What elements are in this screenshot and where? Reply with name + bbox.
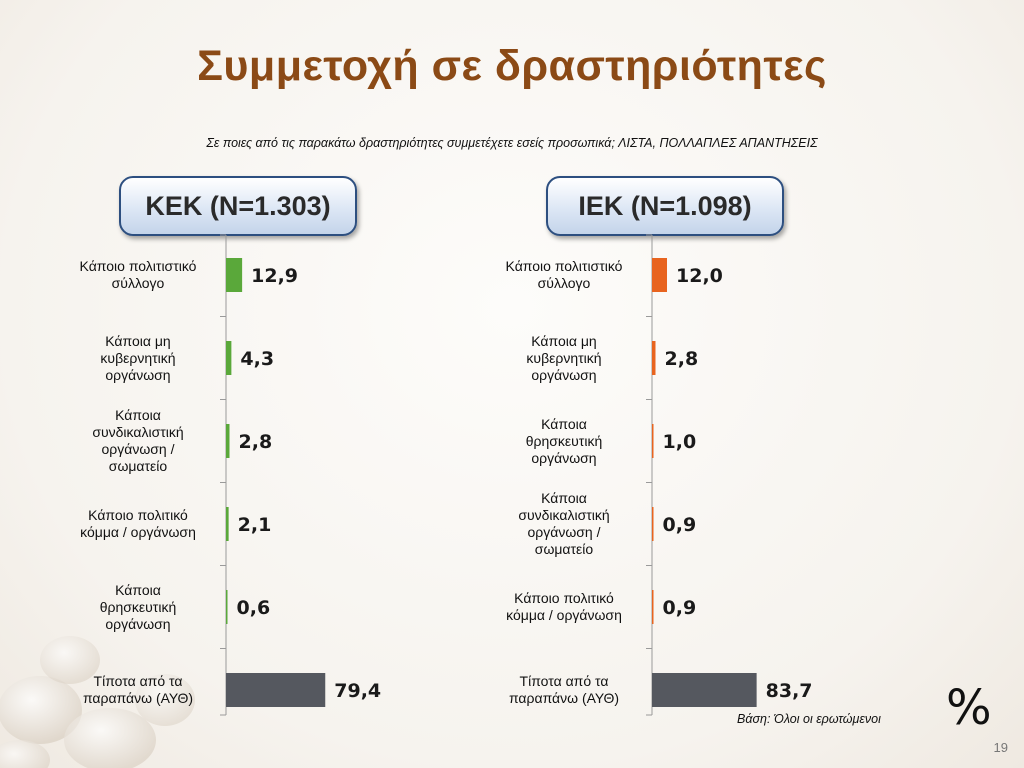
- bar: [652, 507, 654, 541]
- bar: [226, 424, 230, 458]
- category-label-line: οργάνωση: [105, 366, 171, 383]
- category-label-line: Κάποια μη: [105, 332, 171, 349]
- data-label: 2,8: [239, 431, 273, 453]
- category-label-line: θρησκευτική: [525, 432, 603, 449]
- category-label-line: Κάποια: [541, 490, 587, 506]
- category-label-line: Κάποιο πολιτικό: [514, 590, 614, 606]
- category-label-line: σύλλογο: [537, 275, 591, 291]
- bar: [226, 507, 229, 541]
- bar: [652, 341, 656, 375]
- category-label-line: Κάποιο πολιτιστικό: [505, 258, 623, 274]
- group-label-iek: ΙΕΚ (N=1.098): [578, 190, 752, 221]
- data-label: 4,3: [240, 348, 274, 370]
- group-box-kek: ΚΕΚ (N=1.303): [119, 176, 357, 236]
- category-label-line: σωματείο: [108, 458, 168, 474]
- bar: [652, 673, 757, 707]
- category-label-line: Κάποια μη: [531, 332, 597, 349]
- category-label-line: Κάποιο πολιτικό: [88, 507, 188, 523]
- decorative-pebbles: [0, 636, 195, 768]
- category-label-line: οργάνωση /: [527, 524, 601, 540]
- data-label: 0,9: [663, 597, 697, 619]
- category-label-line: κόμμα / οργάνωση: [80, 524, 196, 540]
- category-label: Κάποιο πολιτιστικό σύλλογο: [484, 258, 644, 292]
- bar: [652, 258, 667, 292]
- category-label: Κάποιο πολιτικό κόμμα / οργάνωση: [58, 507, 218, 541]
- chart-iek: 12,0 2,8 1,0 0,9 0,9 83,7: [646, 234, 813, 716]
- category-label: Κάποιο πολιτιστικό σύλλογο: [58, 258, 218, 292]
- category-label-line: οργάνωση /: [101, 441, 175, 457]
- group-box-iek: ΙΕΚ (N=1.098): [546, 176, 784, 236]
- category-label: Τίποτα από τα παραπάνω (ΑΥΘ): [484, 673, 644, 707]
- category-label-line: οργάνωση: [531, 449, 597, 466]
- category-label: Κάποια συνδικαλιστική οργάνωση / σωματείο: [58, 407, 218, 475]
- group-label-kek: ΚΕΚ (N=1.303): [145, 190, 331, 221]
- category-label-line: οργάνωση: [105, 615, 171, 632]
- bar: [226, 590, 228, 624]
- category-label-line: συνδικαλιστική: [518, 507, 610, 523]
- category-label: Κάποιο πολιτικό κόμμα / οργάνωση: [484, 590, 644, 624]
- category-label-line: Κάποια: [115, 581, 161, 598]
- category-label: Κάποια θρησκευτική οργάνωση: [484, 416, 644, 467]
- bar: [226, 258, 243, 292]
- category-label-line: παραπάνω (ΑΥΘ): [82, 690, 194, 706]
- percent-symbol: %: [946, 680, 992, 736]
- bar: [226, 673, 326, 707]
- category-label: Κάποια θρησκευτική οργάνωση: [58, 582, 218, 633]
- category-label: Κάποια μη κυβερνητική οργάνωση: [484, 333, 644, 384]
- base-note: Βάση: Όλοι οι ερωτώμενοι: [737, 712, 881, 726]
- bar: [226, 341, 232, 375]
- data-label: 79,4: [334, 680, 381, 702]
- data-label: 0,6: [237, 597, 271, 619]
- category-label-line: κυβερνητική: [100, 349, 176, 366]
- page-number: 19: [993, 740, 1008, 755]
- slide-subtitle: Σε ποιες από τις παρακάτω δραστηριότητες…: [206, 136, 818, 150]
- data-label: 1,0: [663, 431, 697, 453]
- category-label-line: κυβερνητική: [526, 349, 602, 366]
- category-label: Κάποια μη κυβερνητική οργάνωση: [58, 333, 218, 384]
- data-label: 12,9: [251, 265, 298, 287]
- slide-title: Συμμετοχή σε δραστηριότητες: [197, 42, 827, 90]
- category-label: Κάποια συνδικαλιστική οργάνωση / σωματείο: [484, 490, 644, 558]
- bar: [652, 590, 654, 624]
- category-label-line: Κάποιο πολιτιστικό: [79, 258, 197, 274]
- bar: [652, 424, 654, 458]
- category-label-line: σύλλογο: [111, 275, 165, 291]
- data-label: 0,9: [663, 514, 697, 536]
- category-label-line: Κάποια: [541, 415, 587, 432]
- category-label-line: θρησκευτική: [99, 598, 177, 615]
- category-label-line: Τίποτα από τα: [519, 673, 609, 689]
- data-label: 12,0: [676, 265, 723, 287]
- category-label-line: παραπάνω (ΑΥΘ): [508, 690, 620, 706]
- category-label-line: Κάποια: [115, 407, 161, 423]
- category-label-line: συνδικαλιστική: [92, 424, 184, 440]
- category-label-line: σωματείο: [534, 541, 594, 557]
- data-label: 83,7: [766, 680, 813, 702]
- category-label-line: οργάνωση: [531, 366, 597, 383]
- category-label: Τίποτα από τα παραπάνω (ΑΥΘ): [58, 673, 218, 707]
- category-label-line: κόμμα / οργάνωση: [506, 607, 622, 623]
- category-label-line: Τίποτα από τα: [93, 673, 183, 689]
- chart-kek: 12,9 4,3 2,8 2,1 0,6 79,4: [220, 234, 381, 716]
- data-label: 2,8: [665, 348, 699, 370]
- data-label: 2,1: [238, 514, 272, 536]
